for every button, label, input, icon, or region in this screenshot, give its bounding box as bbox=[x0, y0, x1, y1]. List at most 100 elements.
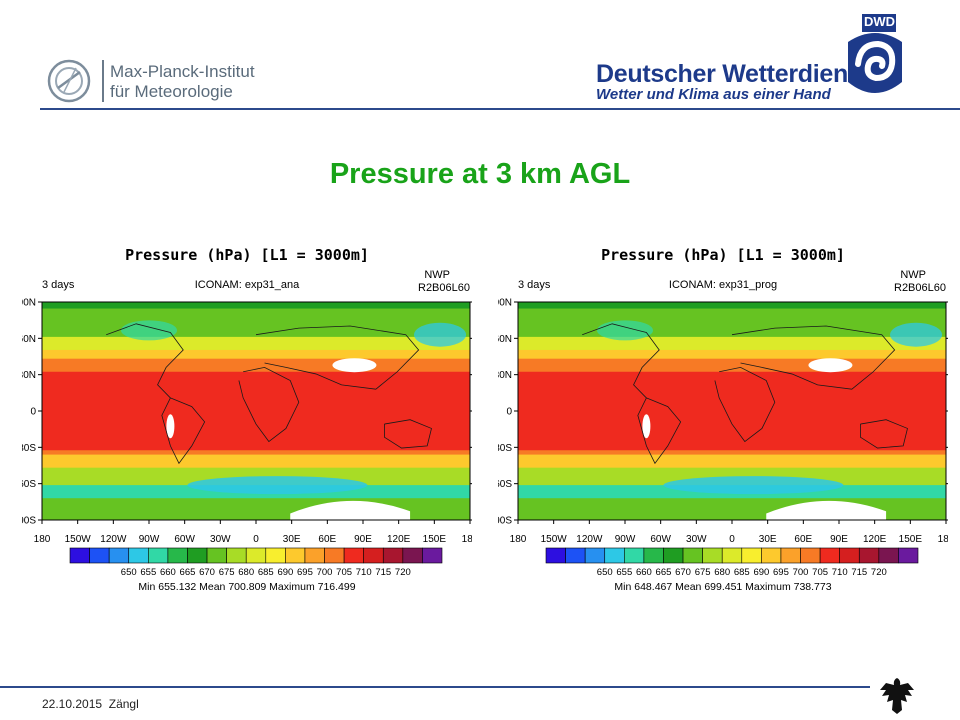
colorbar-level-label: 710 bbox=[356, 567, 372, 578]
coast-australia bbox=[383, 419, 432, 449]
x-tick-label: 180 bbox=[34, 534, 51, 545]
coast-north-america bbox=[106, 323, 184, 399]
y-tick-label: 30S bbox=[22, 443, 36, 454]
colorbar-box bbox=[565, 547, 586, 564]
y-tick-label: 0 bbox=[30, 407, 36, 418]
colorbar-level-label: 650 bbox=[597, 567, 613, 578]
header-rule bbox=[40, 108, 960, 110]
x-tick-label: 120E bbox=[387, 534, 411, 545]
colorbar-box bbox=[402, 547, 423, 564]
footer-rule bbox=[0, 686, 870, 688]
colorbar-level-label: 685 bbox=[734, 567, 750, 578]
x-tick-label: 0 bbox=[729, 534, 735, 545]
colorbar-level-label: 665 bbox=[180, 567, 196, 578]
x-tick-label: 60E bbox=[318, 534, 336, 545]
field-tropics bbox=[518, 371, 946, 451]
colorbar-level-label: 675 bbox=[219, 567, 235, 578]
x-tick-label: 120W bbox=[100, 534, 127, 545]
dwd-name: Deutscher Wetterdienst bbox=[596, 60, 870, 88]
colorbar-box bbox=[422, 547, 443, 564]
mpi-branding: Max-Planck-Institut für Meteorologie bbox=[46, 58, 266, 106]
pressure-map-ana: Pressure (hPa) [L1 = 3000m] 3 days ICONAM:… bbox=[22, 246, 472, 593]
mpi-logo-icon bbox=[47, 59, 91, 103]
colorbar-box bbox=[128, 547, 149, 564]
pressure-field bbox=[518, 302, 946, 520]
colorbar-box bbox=[382, 547, 404, 564]
colorbar-box bbox=[206, 547, 227, 564]
x-tick-label: 180 bbox=[510, 534, 527, 545]
colorbar-level-label: 685 bbox=[258, 567, 274, 578]
y-tick-label: 90N bbox=[22, 298, 36, 309]
chart-left-label: 3 days bbox=[518, 279, 551, 291]
dwd-tagline: Wetter und Klima aus einer Hand bbox=[596, 86, 831, 103]
y-tick-label: 60S bbox=[498, 479, 512, 490]
chart-experiment-label: ICONAM: exp31_prog bbox=[669, 279, 777, 291]
colorbar-box bbox=[898, 547, 919, 564]
field-tropics bbox=[42, 371, 470, 451]
field-tibet-mask bbox=[808, 358, 853, 373]
colorbar-level-label: 705 bbox=[812, 567, 828, 578]
colorbar-box bbox=[148, 547, 169, 564]
y-tick-label: 60S bbox=[22, 479, 36, 490]
colorbar-box bbox=[226, 547, 247, 564]
x-tick-label: 90E bbox=[354, 534, 372, 545]
coast-eurasia bbox=[731, 325, 896, 390]
colorbar-level-label: 700 bbox=[317, 567, 333, 578]
chart-right-label-1: NWP bbox=[900, 269, 926, 281]
colorbar-box bbox=[69, 547, 90, 564]
y-tick-label: 30N bbox=[22, 370, 36, 381]
x-tick-label: 90E bbox=[830, 534, 848, 545]
x-tick-label: 120E bbox=[863, 534, 887, 545]
x-tick-label: 30W bbox=[210, 534, 231, 545]
slide-header: Max-Planck-Institut für Meteorologie Deu… bbox=[0, 0, 960, 110]
y-tick-label: 30N bbox=[498, 370, 512, 381]
y-tick-label: 60N bbox=[498, 334, 512, 345]
colorbar-level-label: 690 bbox=[753, 567, 769, 578]
x-tick-label: 60W bbox=[650, 534, 671, 545]
colorbar-level-label: 655 bbox=[140, 567, 156, 578]
colorbar-box bbox=[839, 547, 860, 564]
colorbar-level-label: 670 bbox=[199, 567, 215, 578]
y-tick-label: 90S bbox=[498, 516, 512, 527]
colorbar-box bbox=[604, 547, 625, 564]
colorbar-box bbox=[545, 547, 566, 564]
x-tick-label: 180 bbox=[938, 534, 948, 545]
colorbar-box bbox=[624, 547, 645, 564]
colorbar-level-label: 710 bbox=[832, 567, 848, 578]
coast-africa bbox=[714, 366, 776, 443]
colorbar-box bbox=[682, 547, 703, 564]
field-antarctica-mask bbox=[766, 500, 887, 520]
colorbar-box bbox=[702, 547, 723, 564]
colorbar-box bbox=[819, 547, 840, 564]
colorbar-box bbox=[780, 547, 801, 564]
colorbar-level-label: 695 bbox=[297, 567, 313, 578]
field-cyan-patch bbox=[187, 476, 368, 495]
footer-date: 22.10.2015 bbox=[42, 697, 103, 711]
colorbar-box bbox=[187, 547, 208, 564]
field-tibet-mask bbox=[332, 358, 377, 373]
colorbar-level-label: 675 bbox=[695, 567, 711, 578]
coast-north-america bbox=[582, 323, 660, 399]
pressure-map-panel-ana: Pressure (hPa) [L1 = 3000m] 3 days ICONAM:… bbox=[22, 236, 472, 596]
x-tick-label: 60E bbox=[794, 534, 812, 545]
colorbar-box bbox=[858, 547, 880, 564]
colorbar-level-label: 680 bbox=[238, 567, 254, 578]
field-antarctica-mask bbox=[290, 500, 411, 520]
colorbar-box bbox=[265, 547, 286, 564]
chart-statistics: Min 655.132 Mean 700.809 Maximum 716.499 bbox=[138, 581, 355, 593]
pressure-field bbox=[42, 302, 470, 520]
field-pacific-low bbox=[890, 322, 943, 347]
colorbar-box bbox=[663, 547, 684, 564]
coast-south-america bbox=[637, 397, 682, 465]
x-tick-label: 150W bbox=[65, 534, 92, 545]
colorbar-box bbox=[108, 547, 130, 564]
colorbar-box bbox=[324, 547, 345, 564]
chart-right-label-1: NWP bbox=[424, 269, 450, 281]
colorbar-box bbox=[643, 547, 664, 564]
colorbar-box bbox=[741, 547, 762, 564]
x-tick-label: 30E bbox=[759, 534, 777, 545]
colorbar-level-label: 690 bbox=[277, 567, 293, 578]
colorbar-box bbox=[363, 547, 384, 564]
colorbar-level-label: 720 bbox=[871, 567, 887, 578]
colorbar-level-label: 650 bbox=[121, 567, 137, 578]
